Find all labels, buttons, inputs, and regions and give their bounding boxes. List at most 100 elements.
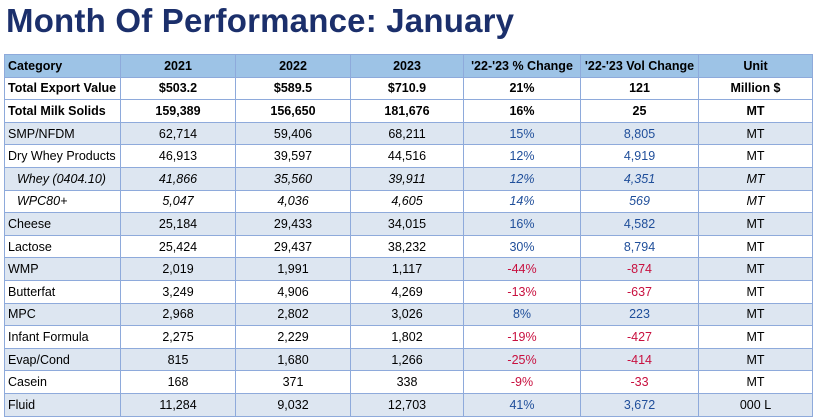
value-cell: $503.2 bbox=[120, 76, 236, 101]
value-cell: 59,406 bbox=[235, 121, 351, 146]
header-cell: 2022 bbox=[235, 54, 351, 78]
table-row: Cheese 25,184 29,433 34,015 16% 4,582 MT bbox=[4, 212, 813, 236]
value-cell: 2,802 bbox=[235, 302, 351, 327]
value-cell: 4,906 bbox=[235, 279, 351, 304]
table-body: Total Export Value $503.2 $589.5 $710.9 21% 1… bbox=[4, 76, 813, 417]
value-cell: 68,211 bbox=[350, 121, 464, 146]
category-cell: Infant Formula bbox=[4, 325, 121, 349]
value-cell: 46,913 bbox=[120, 144, 236, 168]
value-cell: 5,047 bbox=[120, 189, 236, 214]
category-cell: WMP bbox=[4, 257, 121, 281]
value-cell: 168 bbox=[120, 370, 236, 394]
value-cell: 1,802 bbox=[350, 325, 464, 349]
value-cell: 223 bbox=[580, 302, 699, 327]
value-cell: 4,269 bbox=[350, 279, 464, 304]
value-cell: 62,714 bbox=[120, 121, 236, 146]
header-cell: Category bbox=[4, 54, 121, 78]
table-row: Total Milk Solids 159,389 156,650 181,676 16… bbox=[4, 99, 813, 123]
value-cell: -13% bbox=[463, 279, 581, 304]
value-cell: 12,703 bbox=[350, 392, 464, 417]
page-title: Month Of Performance: January bbox=[6, 2, 515, 39]
value-cell: 8% bbox=[463, 302, 581, 327]
value-cell: 2,275 bbox=[120, 325, 236, 349]
category-cell: MPC bbox=[4, 302, 121, 327]
table-row: Casein 168 371 338 -9% -33 MT bbox=[4, 370, 813, 394]
value-cell: 3,672 bbox=[580, 392, 699, 417]
value-cell: 338 bbox=[350, 370, 464, 394]
table-row: Whey (0404.10) 41,866 35,560 39,911 12% 4,351… bbox=[4, 166, 813, 191]
value-cell: 11,284 bbox=[120, 392, 236, 417]
value-cell: 38,232 bbox=[350, 234, 464, 259]
table-row: MPC 2,968 2,802 3,026 8% 223 MT bbox=[4, 302, 813, 327]
value-cell: MT bbox=[698, 212, 813, 236]
value-cell: 156,650 bbox=[235, 99, 351, 123]
value-cell: 2,229 bbox=[235, 325, 351, 349]
header-cell: Unit bbox=[698, 54, 813, 78]
value-cell: MT bbox=[698, 347, 813, 372]
value-cell: 30% bbox=[463, 234, 581, 259]
value-cell: 2,968 bbox=[120, 302, 236, 327]
value-cell: 16% bbox=[463, 99, 581, 123]
value-cell: -874 bbox=[580, 257, 699, 281]
value-cell: 3,249 bbox=[120, 279, 236, 304]
header-cell: 2021 bbox=[120, 54, 236, 78]
category-cell: Butterfat bbox=[4, 279, 121, 304]
category-cell: Total Milk Solids bbox=[4, 99, 121, 123]
category-cell: WPC80+ bbox=[4, 189, 121, 214]
category-cell: Evap/Cond bbox=[4, 347, 121, 372]
value-cell: 44,516 bbox=[350, 144, 464, 168]
category-cell: Dry Whey Products bbox=[4, 144, 121, 168]
value-cell: -33 bbox=[580, 370, 699, 394]
table-row: SMP/NFDM 62,714 59,406 68,211 15% 8,805 MT bbox=[4, 121, 813, 146]
table-row: Lactose 25,424 29,437 38,232 30% 8,794 MT bbox=[4, 234, 813, 259]
value-cell: 569 bbox=[580, 189, 699, 214]
category-cell: SMP/NFDM bbox=[4, 121, 121, 146]
value-cell: 34,015 bbox=[350, 212, 464, 236]
table-row: Evap/Cond 815 1,680 1,266 -25% -414 MT bbox=[4, 347, 813, 372]
performance-table: Category 2021 2022 2023'22-'23 % Change '22-… bbox=[4, 54, 813, 417]
category-cell: Lactose bbox=[4, 234, 121, 259]
value-cell: -25% bbox=[463, 347, 581, 372]
table-row: Dry Whey Products 46,913 39,597 44,516 12% 4,… bbox=[4, 144, 813, 168]
value-cell: 29,433 bbox=[235, 212, 351, 236]
table-row: WMP 2,019 1,991 1,117 -44% -874 MT bbox=[4, 257, 813, 281]
value-cell: 4,605 bbox=[350, 189, 464, 214]
value-cell: MT bbox=[698, 257, 813, 281]
value-cell: -19% bbox=[463, 325, 581, 349]
value-cell: MT bbox=[698, 121, 813, 146]
category-cell: Cheese bbox=[4, 212, 121, 236]
header-row: Category 2021 2022 2023'22-'23 % Change '22-… bbox=[4, 54, 813, 78]
table-row: Fluid 11,284 9,032 12,703 41% 3,672 000 L bbox=[4, 392, 813, 417]
header-cell: 2023 bbox=[350, 54, 464, 78]
value-cell: 4,036 bbox=[235, 189, 351, 214]
value-cell: 39,911 bbox=[350, 166, 464, 191]
value-cell: -414 bbox=[580, 347, 699, 372]
value-cell: -637 bbox=[580, 279, 699, 304]
value-cell: 41% bbox=[463, 392, 581, 417]
value-cell: 371 bbox=[235, 370, 351, 394]
value-cell: 4,919 bbox=[580, 144, 699, 168]
value-cell: MT bbox=[698, 302, 813, 327]
category-cell: Whey (0404.10) bbox=[4, 166, 121, 191]
value-cell: -44% bbox=[463, 257, 581, 281]
value-cell: 121 bbox=[580, 76, 699, 101]
value-cell: 12% bbox=[463, 144, 581, 168]
value-cell: 000 L bbox=[698, 392, 813, 417]
value-cell: 8,794 bbox=[580, 234, 699, 259]
value-cell: 1,117 bbox=[350, 257, 464, 281]
value-cell: 4,351 bbox=[580, 166, 699, 191]
header-cell: '22-'23 % Change bbox=[463, 54, 581, 78]
value-cell: 25,424 bbox=[120, 234, 236, 259]
table-row: WPC80+ 5,047 4,036 4,605 14% 569 MT bbox=[4, 189, 813, 214]
category-cell: Casein bbox=[4, 370, 121, 394]
value-cell: 181,676 bbox=[350, 99, 464, 123]
value-cell: 1,266 bbox=[350, 347, 464, 372]
value-cell: 4,582 bbox=[580, 212, 699, 236]
header-cell: '22-'23 Vol Change bbox=[580, 54, 699, 78]
value-cell: MT bbox=[698, 234, 813, 259]
value-cell: MT bbox=[698, 144, 813, 168]
value-cell: MT bbox=[698, 370, 813, 394]
value-cell: $710.9 bbox=[350, 76, 464, 101]
value-cell: 21% bbox=[463, 76, 581, 101]
